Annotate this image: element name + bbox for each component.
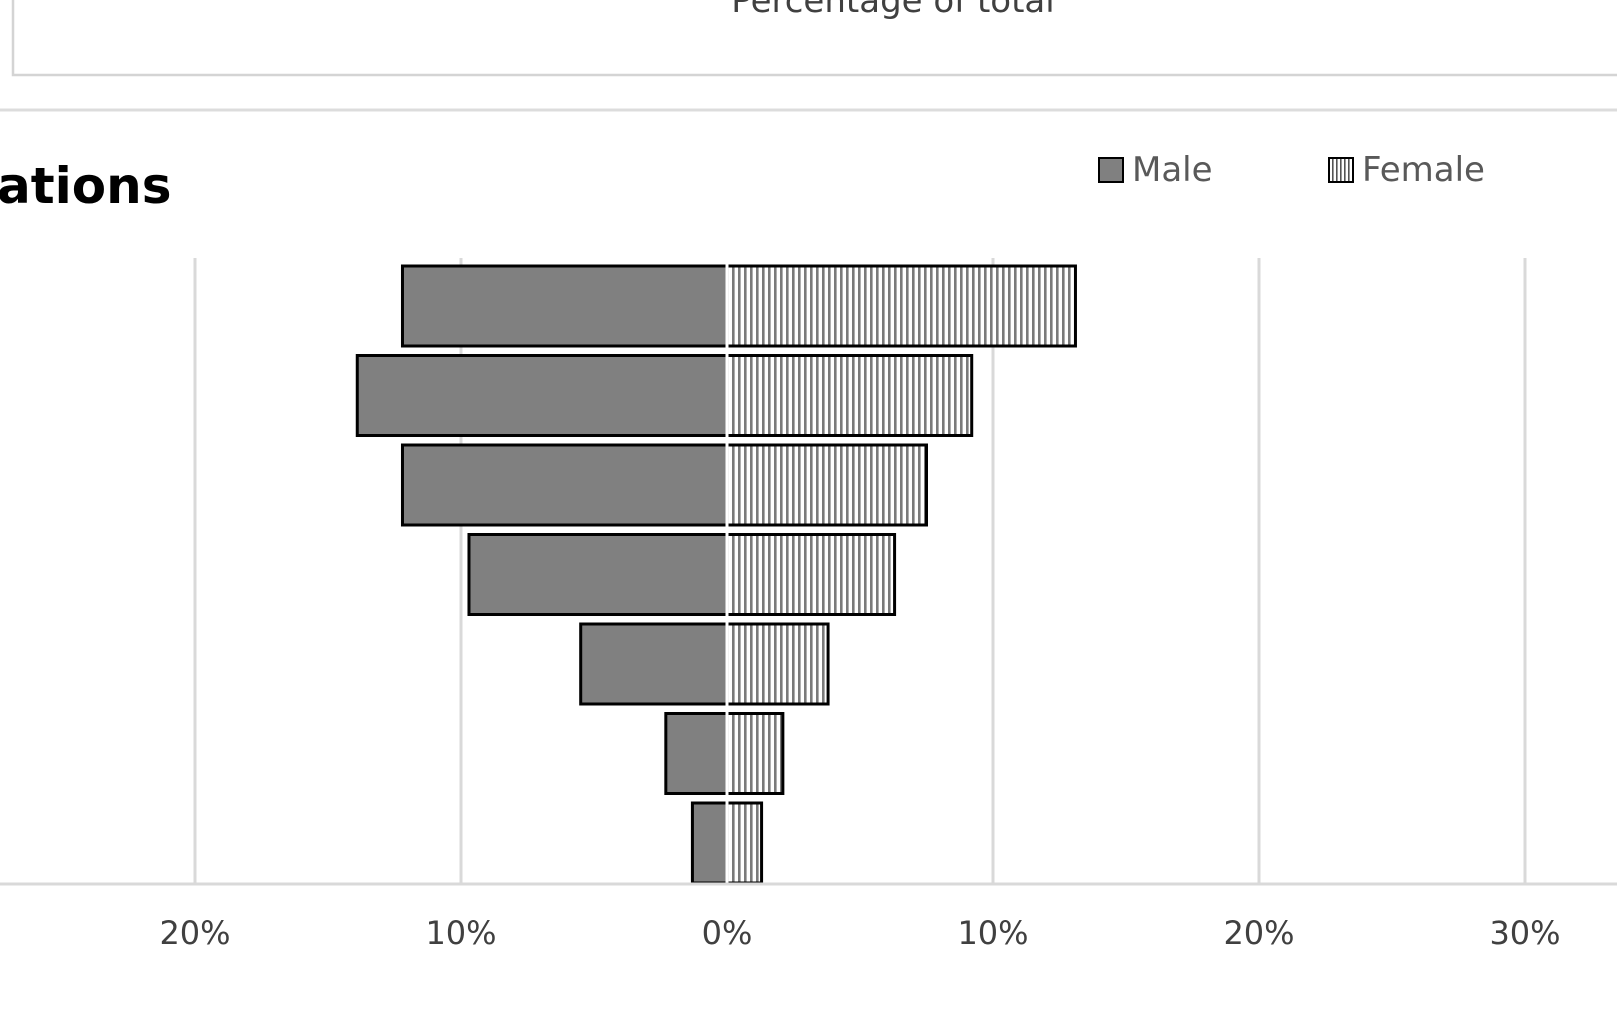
legend: Male Female bbox=[1098, 150, 1485, 190]
bar-female bbox=[725, 712, 785, 795]
chart-title: ations bbox=[0, 157, 172, 215]
x-tick-label: 0% bbox=[702, 914, 753, 952]
bar-female bbox=[725, 622, 830, 706]
upper-x-axis-title: Percentage of total bbox=[731, 0, 1054, 21]
bar-male bbox=[400, 264, 729, 348]
bar-female bbox=[725, 264, 1077, 348]
x-tick-label: 10% bbox=[425, 914, 496, 952]
x-tick-label: 20% bbox=[159, 914, 230, 952]
bar-male bbox=[467, 533, 729, 616]
bar-female bbox=[725, 533, 897, 616]
x-tick-label: 30% bbox=[1489, 914, 1560, 952]
bar-male bbox=[690, 801, 729, 885]
bar-female bbox=[725, 801, 764, 885]
legend-swatch-male bbox=[1098, 157, 1124, 183]
upper-chart-border bbox=[11, 0, 1617, 77]
bar-female bbox=[725, 354, 974, 437]
x-tick-label: 20% bbox=[1223, 914, 1294, 952]
x-tick-label: 10% bbox=[957, 914, 1028, 952]
upper-chart-panel: Percentage of total bbox=[11, 0, 1617, 77]
legend-label-female: Female bbox=[1362, 150, 1485, 190]
bars bbox=[355, 258, 1077, 885]
bar-female bbox=[725, 443, 928, 527]
gridlines bbox=[193, 258, 1527, 884]
bar-male bbox=[400, 443, 729, 527]
legend-item-female: Female bbox=[1328, 150, 1485, 190]
bar-male bbox=[579, 622, 729, 706]
legend-item-male: Male bbox=[1098, 150, 1213, 190]
bar-male bbox=[664, 712, 729, 795]
legend-swatch-female bbox=[1328, 157, 1354, 183]
bar-male bbox=[355, 354, 729, 437]
x-axis: 20% 10% 0% 10% 20% 30% bbox=[0, 882, 1617, 952]
legend-label-male: Male bbox=[1132, 150, 1213, 190]
